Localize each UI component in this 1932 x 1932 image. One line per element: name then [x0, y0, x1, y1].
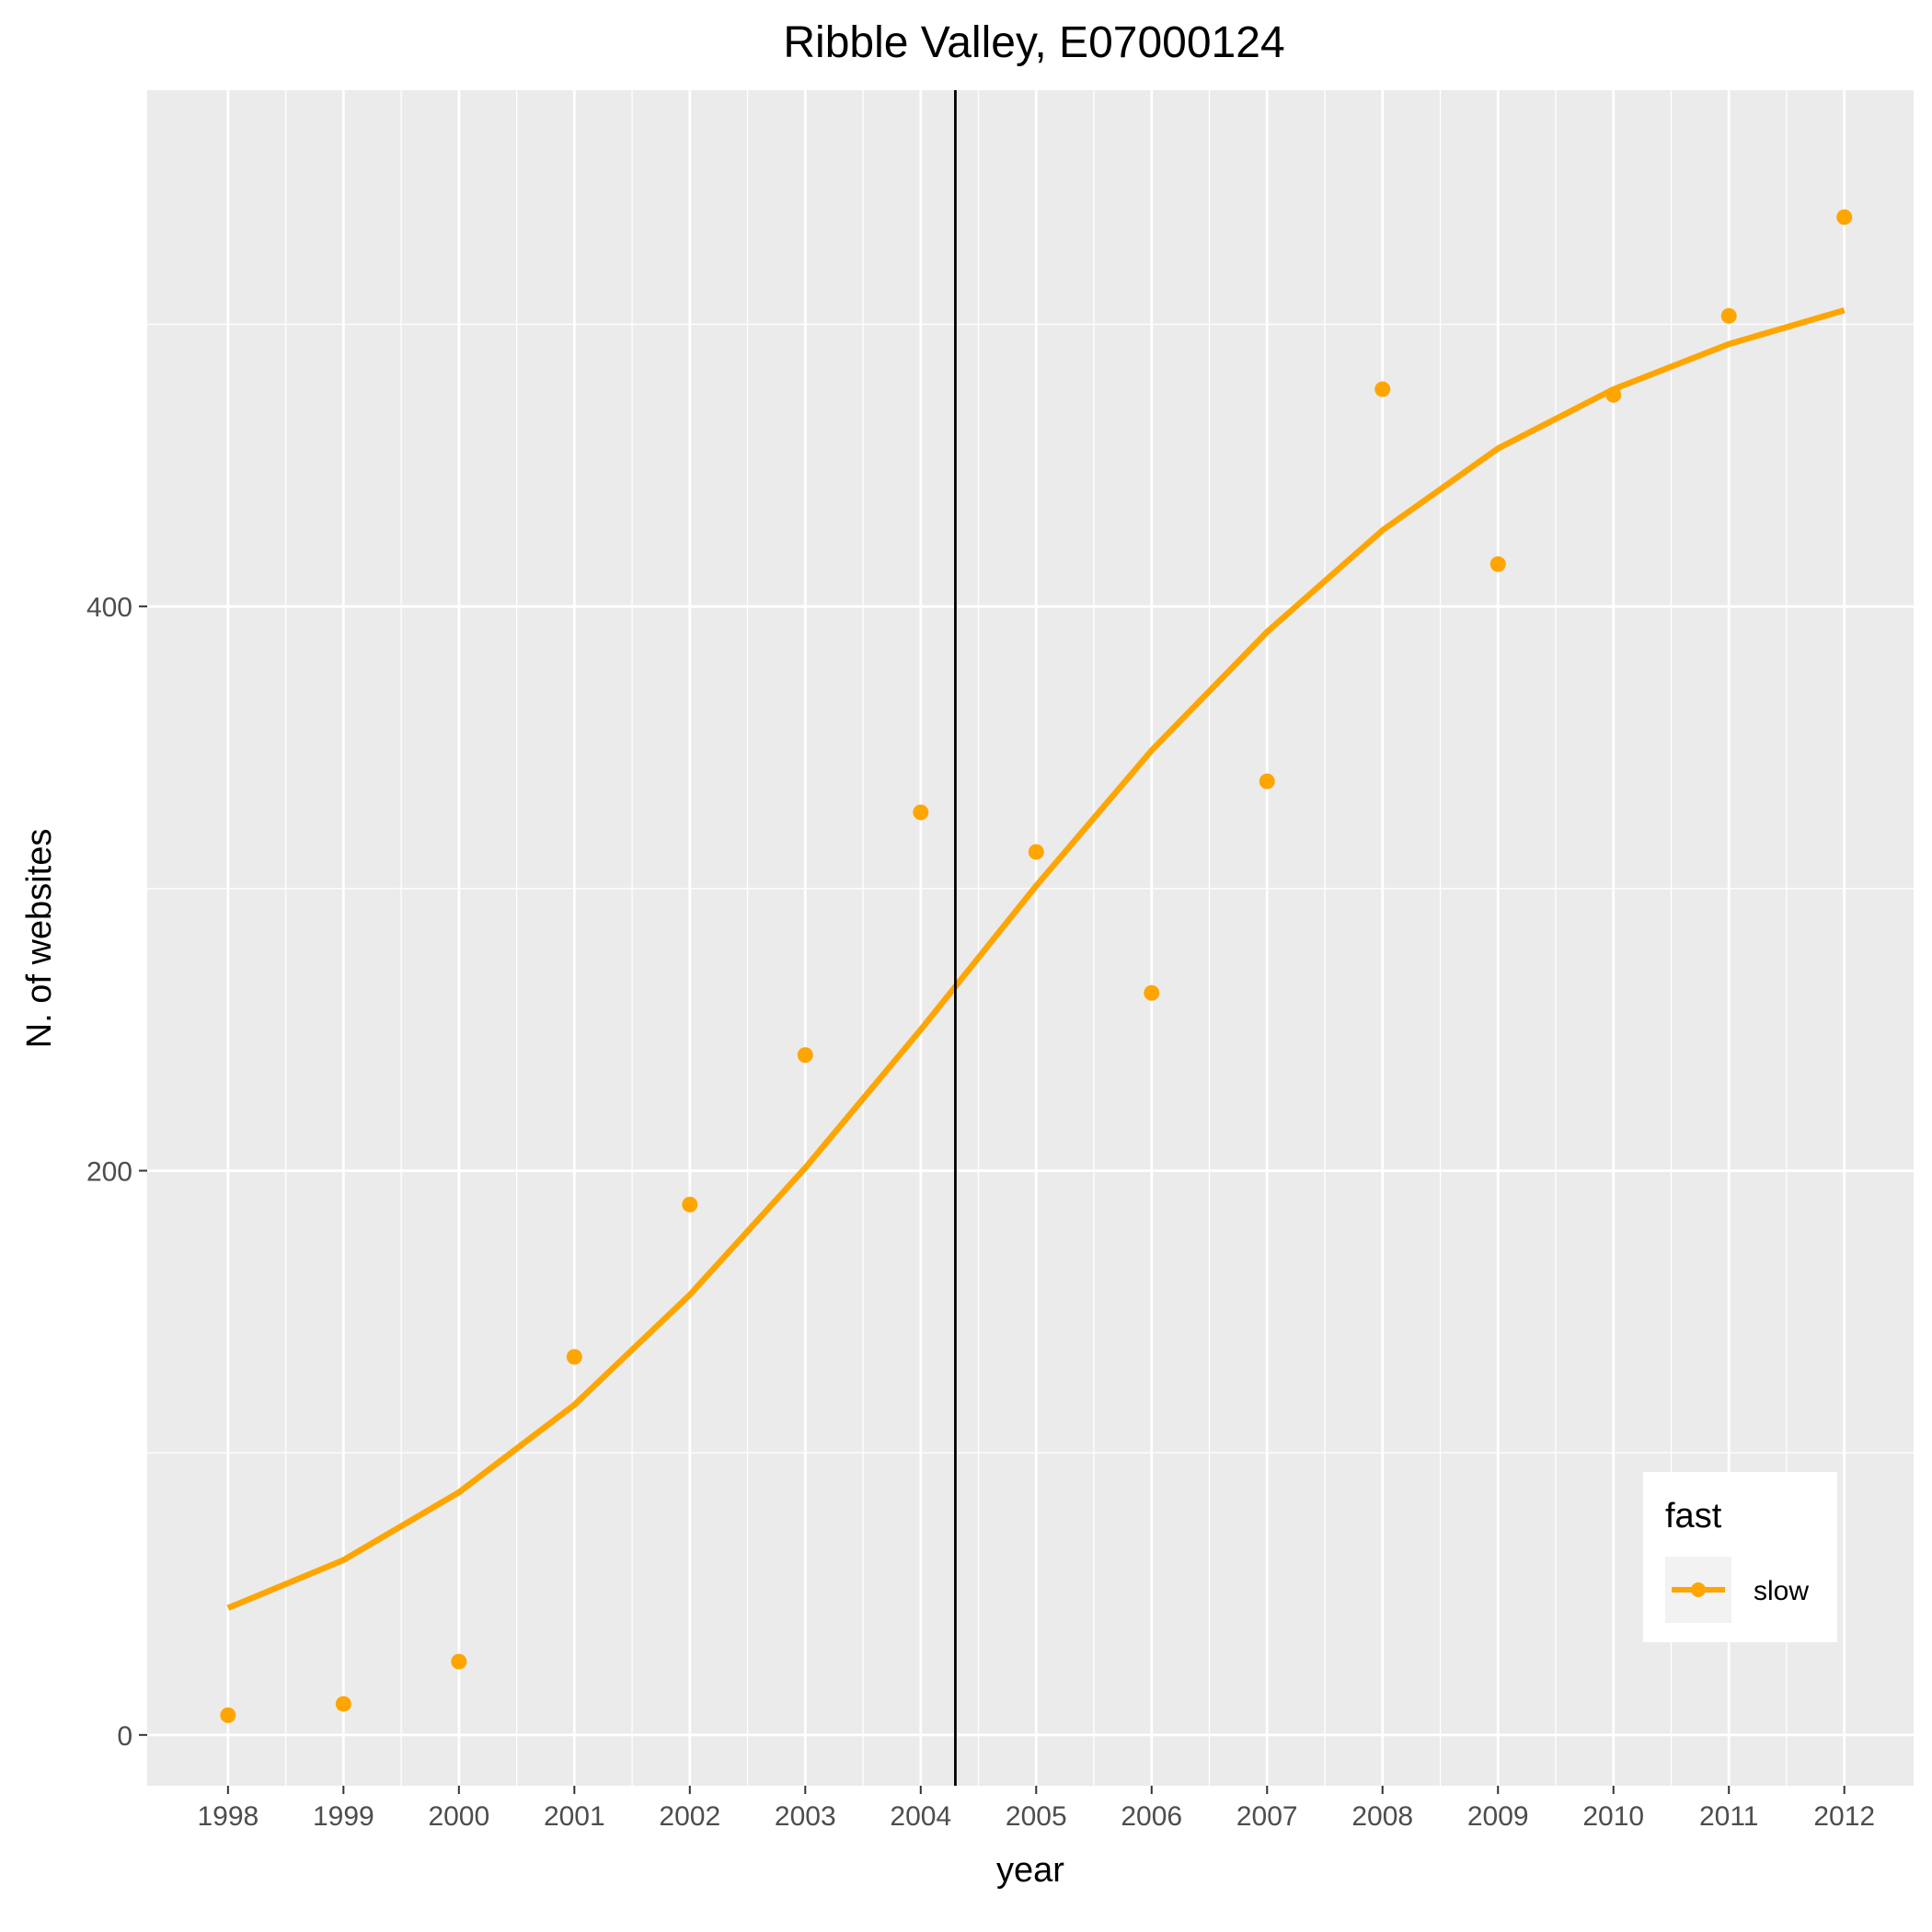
data-point — [797, 1047, 813, 1064]
x-tick-label: 2012 — [1813, 1801, 1875, 1832]
x-tick-label: 2010 — [1582, 1801, 1644, 1832]
data-point — [1489, 556, 1506, 572]
y-tick-label: 0 — [117, 1721, 132, 1752]
data-point — [913, 804, 929, 821]
x-tick-label: 2001 — [544, 1801, 605, 1832]
x-tick-label: 1998 — [197, 1801, 259, 1832]
x-tick-label: 2011 — [1699, 1801, 1759, 1832]
legend-label-slow: slow — [1754, 1576, 1809, 1606]
x-axis: 1998 1999 2000 2001 2002 2003 2004 2005 2006 2007… — [197, 1786, 1875, 1832]
legend-key-point — [1691, 1582, 1706, 1597]
x-tick-label: 2002 — [659, 1801, 720, 1832]
y-tick-label: 400 — [86, 592, 132, 623]
x-tick-label: 2009 — [1467, 1801, 1529, 1832]
data-point — [566, 1349, 582, 1365]
x-tick-label: 2006 — [1121, 1801, 1182, 1832]
data-point — [1259, 773, 1275, 789]
trend-line-slow — [226, 307, 1846, 1611]
y-tick-label: 200 — [86, 1156, 132, 1187]
trend-layer — [226, 307, 1846, 1611]
x-tick-label: 2000 — [428, 1801, 489, 1832]
y-axis: 0 200 400 — [86, 592, 147, 1752]
points-layer — [220, 209, 1853, 1723]
legend-title: fast — [1665, 1497, 1722, 1535]
chart-title: Ribble Valley, E07000124 — [783, 18, 1284, 67]
data-point — [220, 1707, 236, 1723]
data-point — [1028, 844, 1044, 860]
data-point — [1605, 386, 1622, 403]
x-tick-label: 2008 — [1351, 1801, 1413, 1832]
data-point — [1720, 307, 1737, 324]
data-point — [451, 1653, 467, 1670]
data-point — [1836, 209, 1853, 225]
grid-minor — [147, 90, 1914, 1786]
data-point — [1144, 984, 1160, 1001]
data-point — [682, 1196, 698, 1213]
x-tick-label: 2004 — [890, 1801, 951, 1832]
x-axis-title: year — [996, 1851, 1064, 1890]
data-point — [335, 1696, 351, 1712]
x-tick-label: 2003 — [775, 1801, 836, 1832]
x-tick-label: 2005 — [1006, 1801, 1067, 1832]
data-point — [1374, 381, 1391, 397]
x-tick-label: 2007 — [1236, 1801, 1298, 1832]
legend: fast slow — [1643, 1472, 1837, 1642]
x-tick-label: 1999 — [313, 1801, 374, 1832]
y-axis-title: N. of websites — [20, 829, 59, 1049]
grid-major — [147, 90, 1914, 1786]
